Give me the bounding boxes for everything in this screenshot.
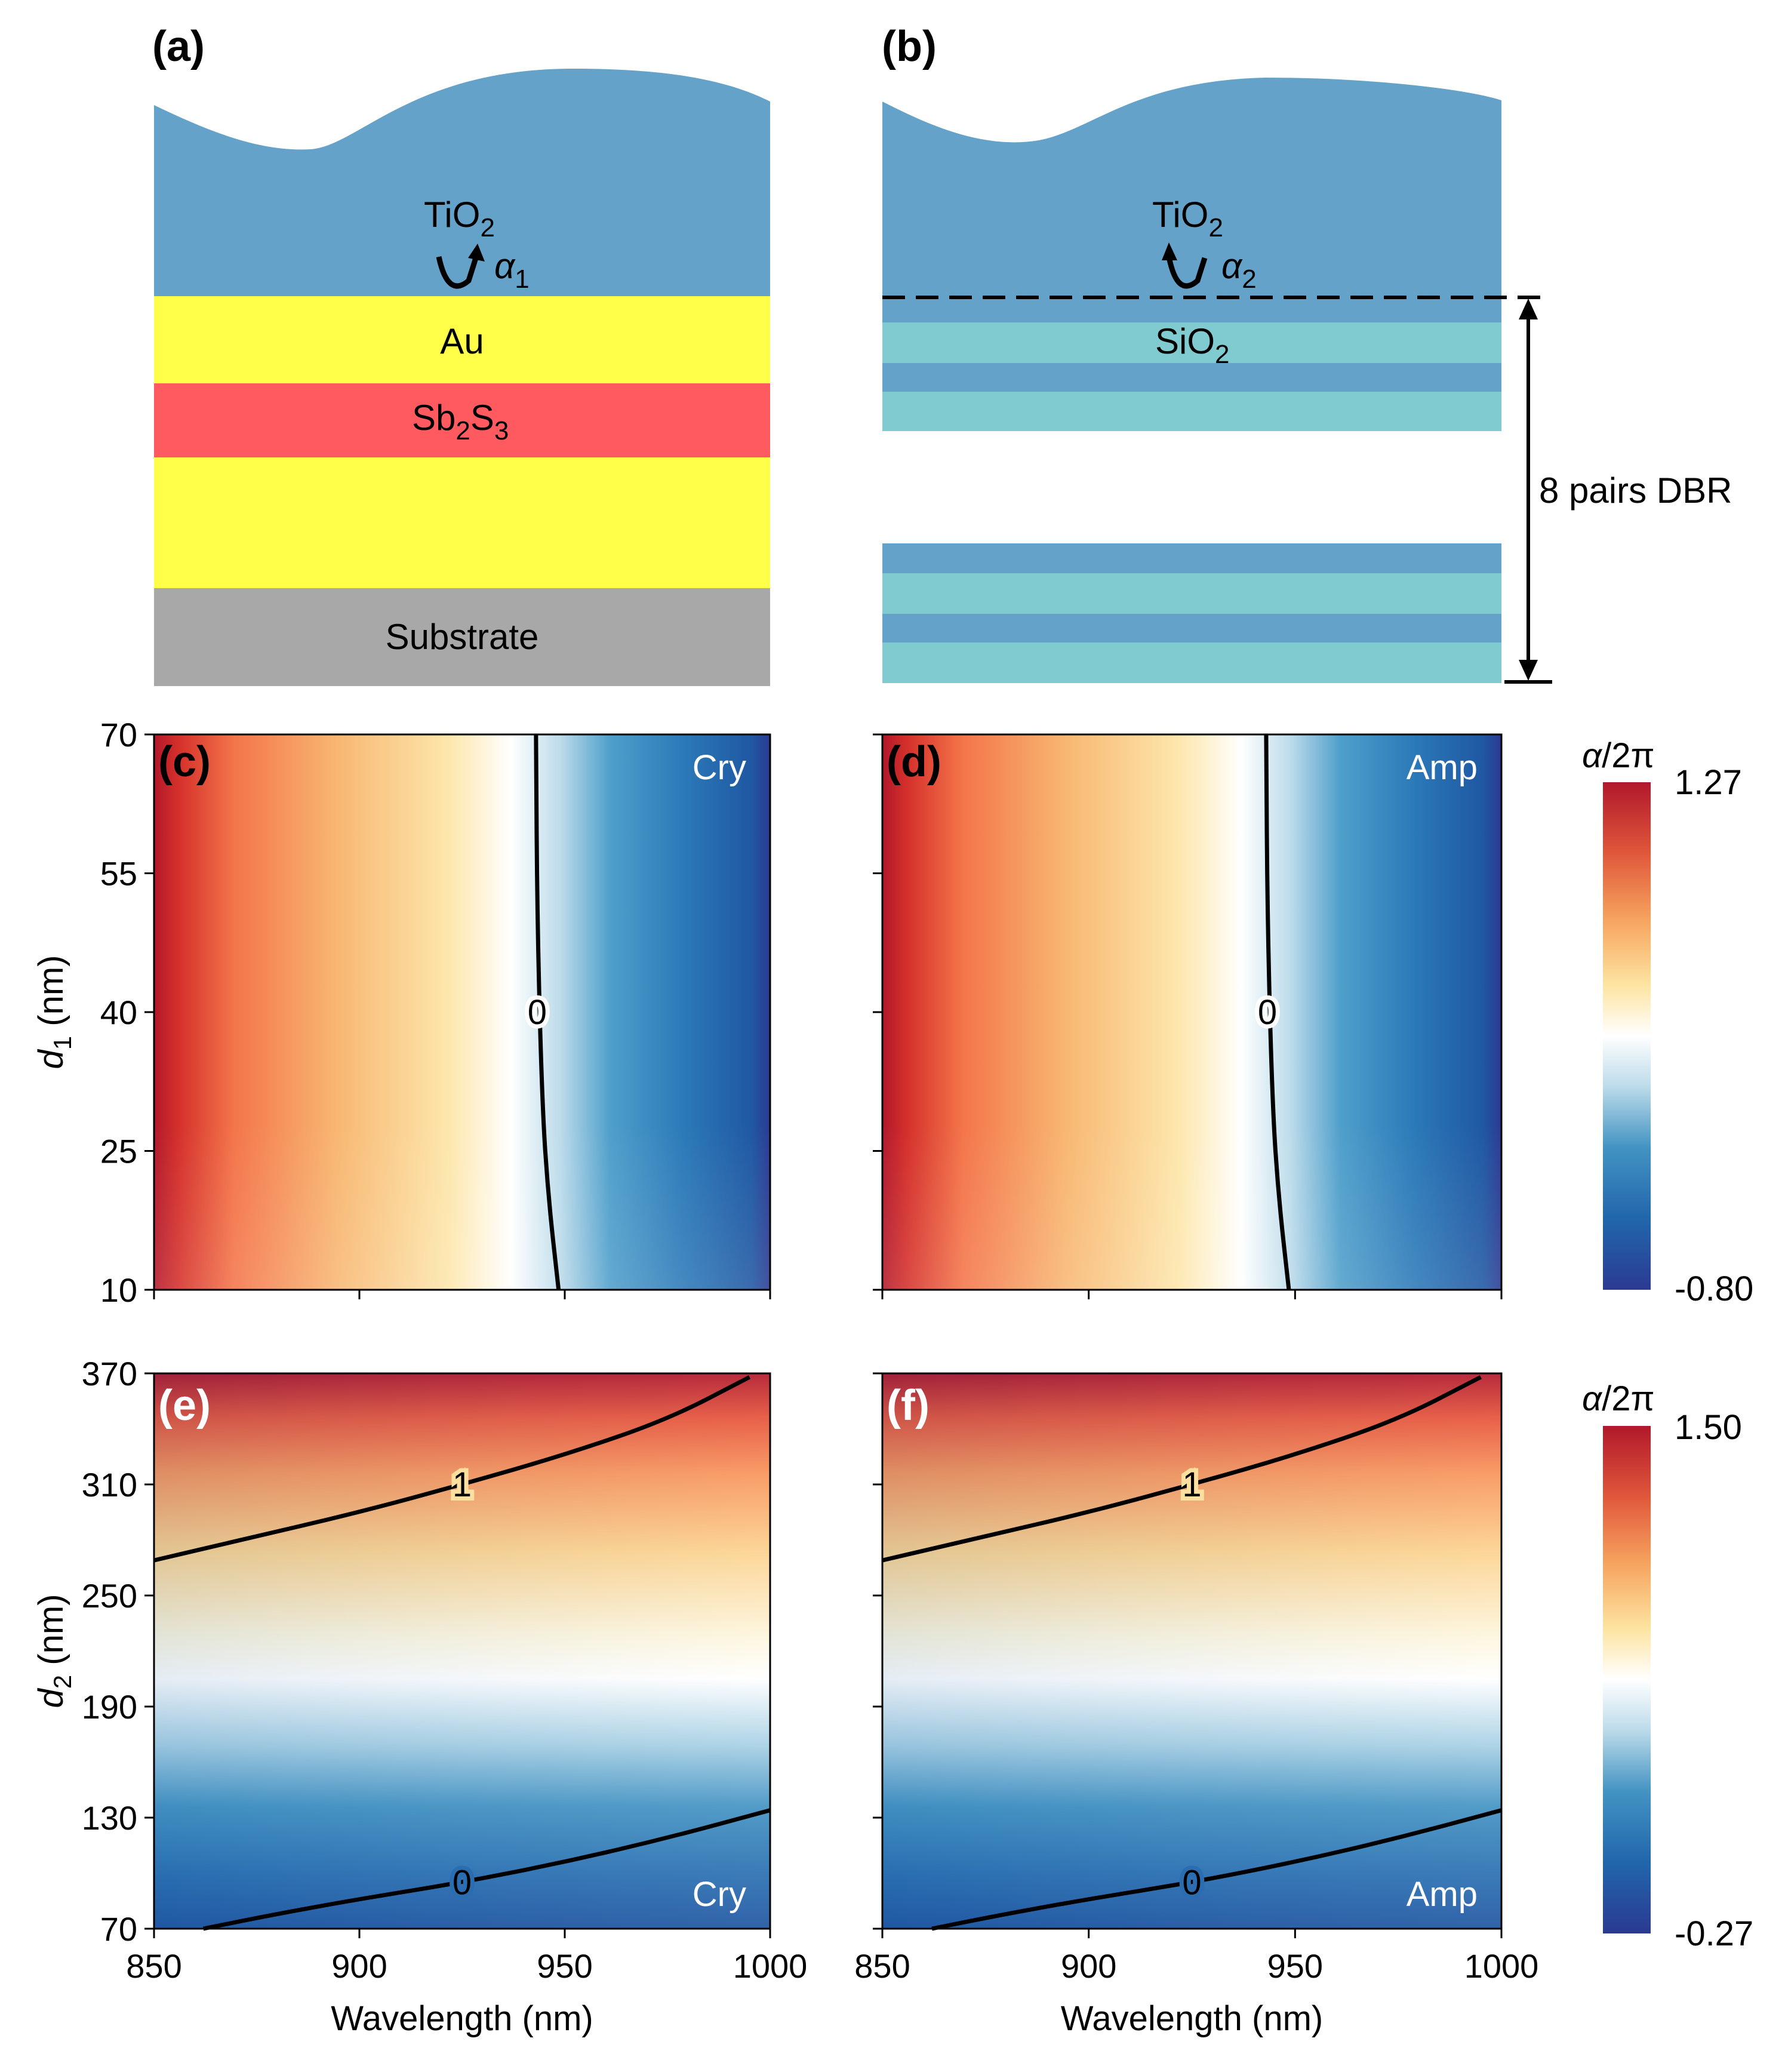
x-tick-label-e-1000: 1000 — [733, 1947, 808, 1985]
substrate-layer — [154, 588, 770, 686]
sio2-layer-4 — [882, 642, 1501, 683]
heatmap-panel-c: 0 Cry 10 25 40 55 70 d1 (nm) — [32, 716, 771, 1309]
sio2-label: SiO2 — [1155, 321, 1230, 369]
au-bottom-layer — [154, 457, 770, 588]
angle-arrowhead-a — [468, 244, 485, 262]
plot-frame-e — [153, 1372, 771, 1930]
x-tick-label-f-850: 850 — [854, 1947, 910, 1985]
contour-label-c-0: 0 — [528, 993, 547, 1032]
panel-label-b: (b) — [882, 23, 937, 70]
dbr-label: 8 pairs DBR — [1539, 471, 1732, 511]
au-label: Au — [440, 321, 484, 361]
panel-label-e: (e) — [158, 1382, 211, 1430]
sio2-layer-1 — [882, 322, 1501, 363]
angle-label-b: α2 — [1221, 246, 1257, 294]
sio2-layer-3 — [882, 573, 1501, 614]
panel-label-a: (a) — [152, 23, 205, 70]
heatmap-e-shading — [154, 1373, 770, 1929]
contour-line-e-0 — [202, 1808, 771, 1931]
colorbar-1-min: -0.80 — [1675, 1269, 1753, 1308]
colorbar-1-title: α/2π — [1582, 736, 1654, 775]
heatmap-panel-f: 1 0 Amp 850 900 950 1000 Wavelength (nm) — [854, 1372, 1539, 2038]
contour-label-f-0: 0 — [1182, 1864, 1201, 1902]
angle-label-a: α1 — [494, 246, 530, 294]
x-tick-label-e-950: 950 — [537, 1947, 592, 1985]
x-axis-title-e: Wavelength (nm) — [331, 1999, 593, 2038]
y-tick-label-c-55: 55 — [100, 855, 137, 893]
tio2-dbr-layer-2 — [882, 543, 1501, 573]
sb2s3-layer — [154, 383, 770, 457]
contour-label-e-0: 0 — [453, 1864, 472, 1902]
tio2-layer-b — [882, 78, 1501, 322]
tio2-dbr-layer-3 — [882, 614, 1501, 642]
colorbar-2: α/2π 1.50 -0.27 — [1582, 1379, 1753, 1953]
colorbar-1: α/2π 1.27 -0.80 — [1582, 736, 1753, 1308]
y-tick-label-e-130: 130 — [82, 1799, 137, 1837]
heatmap-c-shading — [154, 734, 770, 1290]
x-tick-label-f-950: 950 — [1267, 1947, 1323, 1985]
y-axis-title-e: d2 (nm) — [32, 1594, 76, 1708]
colorbar-2-max: 1.50 — [1675, 1408, 1742, 1447]
contour-line-e-1 — [153, 1375, 751, 1563]
contour-line-f-0 — [931, 1808, 1502, 1931]
colorbar-1-max: 1.27 — [1675, 763, 1742, 802]
y-tick-label-e-310: 310 — [82, 1466, 137, 1504]
contour-line-f-1 — [882, 1375, 1482, 1563]
dbr-bracket-top-arrow — [1519, 299, 1538, 319]
y-tick-label-c-10: 10 — [100, 1271, 137, 1309]
y-tick-label-e-370: 370 — [82, 1355, 137, 1392]
tio2-label-b: TiO2 — [1152, 195, 1223, 242]
heatmap-d-shading — [882, 734, 1501, 1290]
y-tick-label-e-250: 250 — [82, 1577, 137, 1615]
colorbar-2-gradient — [1603, 1426, 1651, 1933]
heatmap-panel-e: 1 0 Cry 850 900 950 1000 70 130 190 250 310 370 Wavel… — [32, 1355, 807, 2038]
angle-arrow-icon-b — [1166, 256, 1208, 289]
contour-label-d-0: 0 — [1258, 993, 1277, 1032]
contour-line-c-0 — [534, 734, 561, 1290]
x-tick-label-f-1000: 1000 — [1464, 1947, 1539, 1985]
x-axis-title-f: Wavelength (nm) — [1061, 1999, 1323, 2038]
schematic-a: TiO2 α1 Au Sb2S3 Substrate — [154, 69, 770, 686]
schematic-b: TiO2 α2 SiO2 8 pairs DBR — [882, 78, 1732, 684]
panel-label-c: (c) — [158, 738, 211, 786]
tio2-layer-a — [154, 69, 770, 296]
panel-label-d: (d) — [887, 738, 941, 786]
plot-frame-f — [881, 1372, 1503, 1930]
x-tick-label-e-850: 850 — [126, 1947, 181, 1985]
corner-label-d: Amp — [1407, 748, 1478, 787]
x-tick-label-e-900: 900 — [331, 1947, 387, 1985]
y-tick-label-e-70: 70 — [100, 1910, 137, 1948]
angle-arrowhead-b — [1162, 242, 1177, 260]
x-tick-label-f-900: 900 — [1061, 1947, 1116, 1985]
substrate-label: Substrate — [386, 617, 539, 657]
corner-label-f: Amp — [1407, 1875, 1478, 1914]
contour-label-f-1: 1 — [1182, 1465, 1201, 1504]
y-tick-label-c-70: 70 — [100, 716, 137, 754]
y-tick-label-c-25: 25 — [100, 1133, 137, 1170]
colorbar-2-min: -0.27 — [1675, 1914, 1753, 1953]
y-tick-label-e-190: 190 — [82, 1688, 137, 1726]
tio2-dbr-layer-1 — [882, 363, 1501, 392]
corner-label-c: Cry — [693, 748, 746, 787]
dbr-bracket-bottom-arrow — [1519, 660, 1538, 681]
y-axis-title-c: d1 (nm) — [32, 955, 76, 1069]
heatmap-f-shading — [882, 1373, 1501, 1929]
contour-label-e-1: 1 — [453, 1465, 472, 1504]
contour-line-d-0 — [1264, 734, 1291, 1290]
sio2-layer-2 — [882, 392, 1501, 431]
colorbar-1-gradient — [1603, 782, 1651, 1290]
au-top-layer — [154, 296, 770, 383]
panel-label-f: (f) — [887, 1382, 930, 1430]
y-tick-label-c-40: 40 — [100, 994, 137, 1031]
colorbar-2-title: α/2π — [1582, 1379, 1654, 1418]
angle-arrow-icon-a — [436, 256, 479, 289]
corner-label-e: Cry — [693, 1875, 746, 1914]
heatmap-panel-d: 0 Amp — [873, 733, 1503, 1299]
sb2s3-label: Sb2S3 — [412, 398, 509, 445]
tio2-label-a: TiO2 — [424, 195, 495, 242]
